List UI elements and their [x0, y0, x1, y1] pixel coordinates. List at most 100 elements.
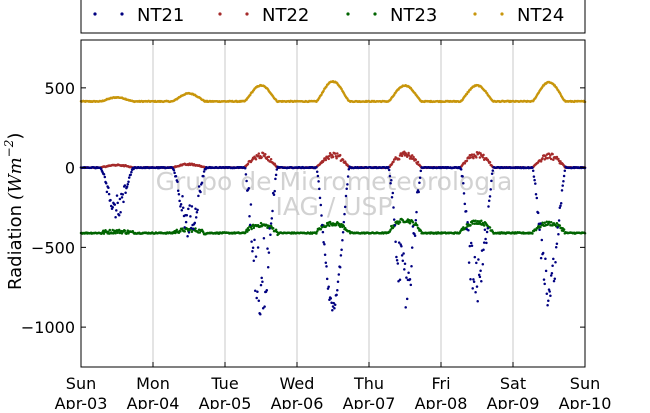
- nt23-point: [319, 228, 323, 231]
- y-axis-unit-close: ): [5, 133, 26, 140]
- nt22-point: [397, 157, 401, 161]
- nt21-point: [190, 205, 194, 208]
- nt21-point: [462, 182, 465, 185]
- nt21-point: [417, 190, 420, 194]
- nt21-point: [260, 276, 263, 280]
- nt21-point: [468, 244, 472, 248]
- nt22-point: [246, 162, 250, 166]
- nt21-point: [482, 248, 485, 252]
- nt21-point: [115, 194, 119, 197]
- nt22-point: [463, 162, 467, 165]
- legend-marker: [346, 12, 350, 16]
- nt21-point: [199, 190, 202, 194]
- nt22-point: [322, 159, 325, 162]
- nt22-point: [324, 158, 328, 162]
- nt22-point: [478, 156, 482, 159]
- nt22-point: [338, 153, 342, 157]
- nt21-point: [202, 170, 206, 173]
- nt21-point: [275, 168, 279, 171]
- nt21-point: [274, 173, 278, 177]
- x-tick-label-date: Apr-03: [55, 394, 108, 409]
- nt23-point: [531, 232, 534, 235]
- x-axis: SunApr-03MonApr-04TueApr-05WedApr-06ThuA…: [55, 40, 611, 413]
- nt21-point: [392, 206, 395, 209]
- nt23-point: [315, 230, 319, 233]
- nt23-point: [114, 231, 117, 235]
- nt21-point: [330, 301, 333, 304]
- nt22-point: [412, 155, 415, 159]
- nt21-point: [107, 186, 110, 190]
- nt22-point: [333, 152, 337, 155]
- nt22-point: [407, 151, 410, 155]
- nt21-point: [346, 175, 350, 178]
- nt21-point: [397, 241, 401, 244]
- nt21-point: [189, 226, 193, 230]
- nt21-point: [389, 181, 392, 185]
- nt21-point: [345, 187, 348, 190]
- nt23-point: [551, 224, 554, 227]
- nt21-point: [411, 225, 415, 228]
- nt21-point: [248, 223, 252, 227]
- nt21-point: [542, 278, 546, 281]
- nt21-point: [490, 179, 493, 183]
- nt23-point: [541, 221, 544, 225]
- nt21-point: [272, 193, 276, 196]
- nt21-point: [472, 278, 475, 281]
- nt23-point: [250, 227, 253, 231]
- nt22-point: [470, 153, 474, 156]
- nt21-point: [557, 232, 560, 236]
- nt21-point: [331, 305, 335, 308]
- nt21-point: [393, 223, 397, 227]
- nt21-point: [174, 174, 178, 178]
- nt21-point: [179, 202, 183, 206]
- nt22-point: [264, 152, 267, 156]
- watermark-line-1: Grupo de Micrometeorologia: [156, 167, 513, 196]
- legend-marker: [93, 12, 97, 16]
- nt22-point: [557, 157, 560, 161]
- y-axis-title-text: Radiation: [5, 205, 26, 290]
- legend-marker: [120, 12, 124, 16]
- nt21-point: [409, 283, 413, 287]
- nt21-point: [402, 252, 405, 255]
- nt21-point: [266, 247, 269, 250]
- nt21-point: [477, 273, 481, 277]
- nt21-point: [390, 195, 394, 199]
- y-tick-label: 500: [44, 79, 75, 98]
- nt21-point: [559, 202, 563, 205]
- nt21-point: [185, 214, 189, 217]
- nt21-point: [176, 180, 179, 183]
- nt21-point: [321, 230, 325, 234]
- nt22-point: [341, 158, 345, 162]
- nt21-point: [485, 230, 489, 234]
- y-tick-label: −500: [31, 238, 75, 257]
- legend-marker: [500, 12, 504, 16]
- nt22-point: [256, 154, 260, 158]
- nt21-point: [127, 180, 130, 183]
- nt22-point: [336, 152, 339, 155]
- nt21-point: [555, 242, 559, 245]
- nt23-point: [107, 230, 110, 233]
- nt21-point: [124, 191, 127, 194]
- nt21-point: [559, 204, 562, 207]
- nt21-point: [270, 217, 274, 220]
- nt21-point: [318, 196, 322, 200]
- nt21-point: [322, 241, 325, 244]
- nt21-point: [315, 170, 319, 174]
- y-axis: 500 0 −500 −1000: [21, 79, 585, 337]
- data-points: [79, 80, 587, 316]
- nt22-point: [541, 156, 544, 160]
- nt23-point: [274, 228, 278, 231]
- nt22-point: [400, 154, 404, 158]
- nt22-point: [552, 158, 555, 161]
- nt21-point: [395, 259, 399, 262]
- nt21-point: [485, 241, 488, 245]
- nt21-point: [487, 205, 490, 208]
- nt22-point: [410, 154, 414, 157]
- nt21-point: [534, 193, 538, 196]
- nt23-point: [315, 232, 318, 235]
- nt21-point: [187, 207, 190, 211]
- nt21-point: [490, 172, 494, 176]
- nt23-point: [415, 224, 419, 227]
- nt21-point: [408, 277, 412, 281]
- nt21-point: [336, 280, 340, 283]
